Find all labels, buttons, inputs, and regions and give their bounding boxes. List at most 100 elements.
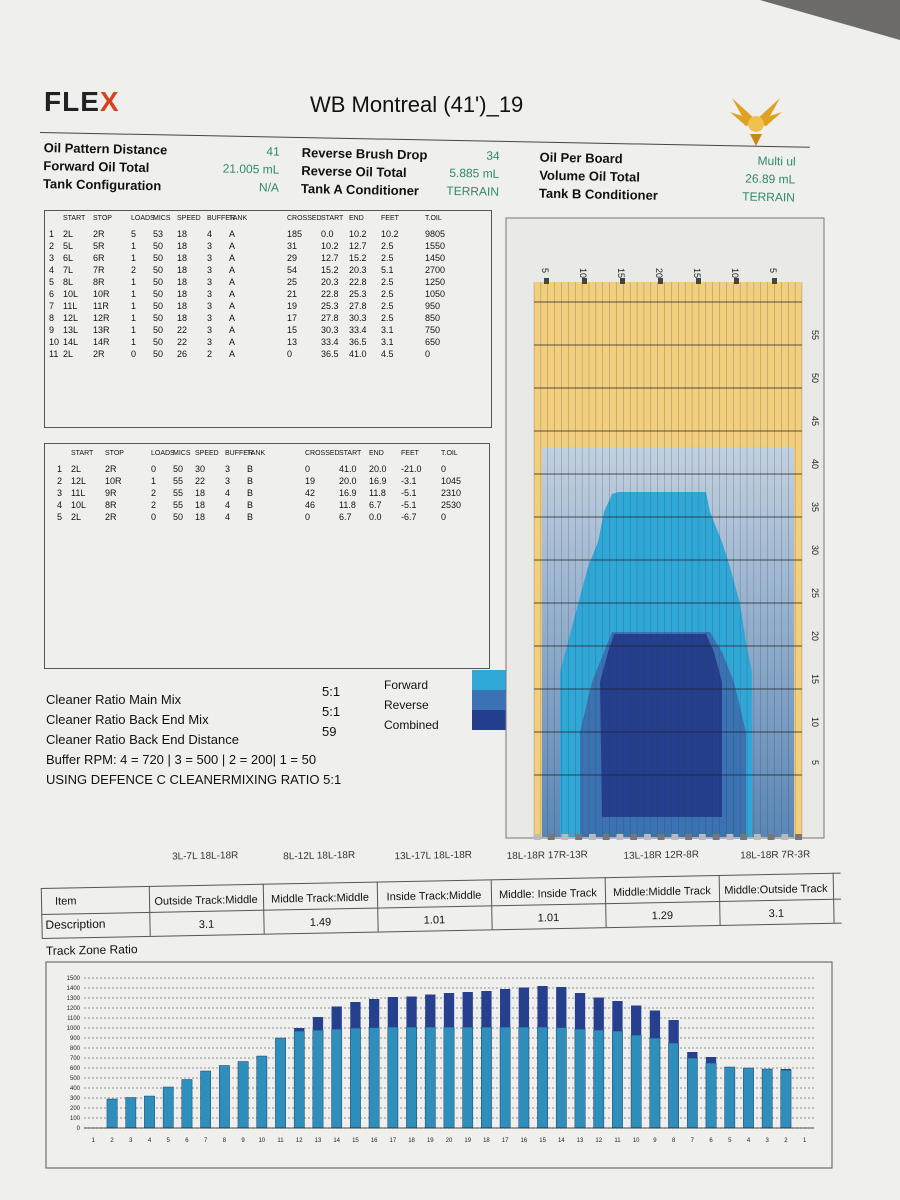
board-tick-label: 11 — [614, 1138, 621, 1144]
bar-y-tick-label: 1500 — [67, 976, 81, 982]
forward-bar — [200, 1070, 212, 1129]
table-cell: 18 — [195, 500, 206, 510]
bar-y-tick-label: 600 — [70, 1066, 81, 1072]
reverse-bar — [687, 1052, 698, 1058]
table-cell: 0.0 — [369, 512, 382, 522]
reverse-bar — [518, 987, 530, 1027]
buffer-rpm-text: Buffer RPM: 4 = 720 | 3 = 500 | 2 = 200|… — [46, 752, 317, 767]
bar-chart-frame — [45, 961, 833, 1169]
table-cell: 5 — [131, 229, 137, 239]
table-cell: 1 — [131, 301, 137, 311]
table-cell: 3.1 — [381, 325, 394, 335]
arrow-marker — [582, 278, 587, 284]
cleaner-main-mix-label: Cleaner Ratio Main Mix — [46, 692, 182, 707]
arrow-marker — [734, 278, 739, 284]
track-zone-boards: 3L-7L 18L-18R — [171, 850, 239, 863]
reverse-bar — [368, 999, 380, 1028]
forward-bar — [574, 1028, 586, 1129]
forward-bar — [780, 1069, 792, 1129]
foul-line-mark — [588, 834, 596, 840]
table-cell: 7R — [93, 265, 105, 275]
column-header: MICS — [173, 450, 191, 457]
table-cell: 18 — [177, 253, 188, 263]
board-tick-label: 5 — [167, 1138, 171, 1144]
table-cell: 15.2 — [349, 253, 367, 263]
distance-label: 20 — [810, 631, 820, 641]
spec-label: Oil Per Board — [539, 149, 623, 167]
table-cell: A — [229, 337, 236, 347]
forward-bar — [612, 1030, 623, 1129]
page-title: WB Montreal (41')_19 — [310, 92, 524, 117]
table-cell: 10L — [71, 500, 87, 510]
table-cell: 950 — [425, 301, 441, 311]
spec-value: 34 — [486, 148, 500, 163]
table-cell: 25.3 — [349, 289, 367, 299]
cleaner-main-mix-value: 5:1 — [322, 684, 341, 699]
reverse-bar — [331, 1006, 342, 1029]
board-label: 15 — [692, 268, 702, 278]
table-cell: 22.8 — [349, 277, 367, 287]
table-cell: 3 — [207, 325, 213, 335]
board-tick-label: 6 — [185, 1138, 189, 1144]
board-tick-label: 19 — [427, 1138, 434, 1144]
table-cell: 13 — [287, 337, 298, 347]
table-cell: 12.7 — [321, 253, 339, 263]
foul-line-mark — [616, 834, 624, 840]
reverse-bar — [612, 1001, 623, 1031]
table-cell: 2 — [151, 500, 157, 510]
spec-label: Reverse Oil Total — [301, 163, 407, 181]
board-tick-label: 14 — [558, 1138, 565, 1144]
board-tick-label: 20 — [446, 1138, 453, 1144]
forward-bar — [125, 1097, 137, 1129]
forward-bar — [668, 1042, 679, 1129]
table-cell: 18 — [177, 265, 188, 275]
table-cell: 25 — [287, 277, 298, 287]
table-cell: 2 — [131, 265, 137, 275]
table-cell: 2.5 — [381, 241, 394, 251]
forward-bar — [237, 1061, 249, 1129]
forward-bar — [481, 1026, 492, 1129]
foul-line-mark — [643, 834, 651, 840]
table-cell: 12L — [71, 476, 87, 486]
table-cell: 4 — [225, 512, 231, 522]
table-cell: 2R — [93, 349, 105, 359]
table-cell: -21.0 — [401, 464, 422, 474]
table-cell: 1 — [131, 253, 137, 263]
forward-bar — [537, 1026, 548, 1129]
table-cell: 4 — [49, 265, 55, 275]
board-label: 5 — [768, 268, 778, 273]
arrow-marker — [696, 278, 701, 284]
forward-bar — [162, 1086, 174, 1129]
foul-line-mark — [547, 834, 555, 840]
forward-bar — [443, 1026, 455, 1129]
reverse-bar — [556, 987, 567, 1028]
legend-forward-label: Forward — [384, 678, 429, 692]
track-zone-ratio: 1.01 — [537, 912, 560, 925]
table-cell: 22 — [177, 337, 188, 347]
reverse-bar — [705, 1057, 717, 1063]
board-label: 20 — [654, 268, 664, 278]
table-cell: 30.3 — [349, 313, 367, 323]
eagle-logo-icon — [730, 98, 782, 146]
table-cell: 20.3 — [321, 277, 339, 287]
column-header: SPEED — [177, 215, 201, 222]
table-cell: 33.4 — [321, 337, 339, 347]
table-cell: 16.9 — [339, 488, 357, 498]
table-cell: 0 — [151, 464, 157, 474]
table-cell: 55 — [173, 476, 184, 486]
table-cell: 3 — [49, 253, 55, 263]
board-tick-label: 1 — [92, 1138, 96, 1144]
forward-bar — [649, 1037, 661, 1129]
foul-line-mark — [575, 834, 583, 840]
table-cell: 10R — [105, 476, 122, 486]
foul-line-mark — [671, 834, 679, 840]
track-zone-boards: 18L-18R 7R-3R — [740, 849, 811, 862]
table-cell: 14L — [63, 337, 79, 347]
table-cell: 18 — [195, 488, 206, 498]
table-cell: 18 — [177, 301, 188, 311]
table-cell: A — [229, 325, 236, 335]
table-cell: 11.8 — [369, 488, 386, 498]
forward-bar — [256, 1055, 268, 1129]
table-cell: B — [247, 500, 254, 510]
table-cell: 27.8 — [349, 301, 367, 311]
